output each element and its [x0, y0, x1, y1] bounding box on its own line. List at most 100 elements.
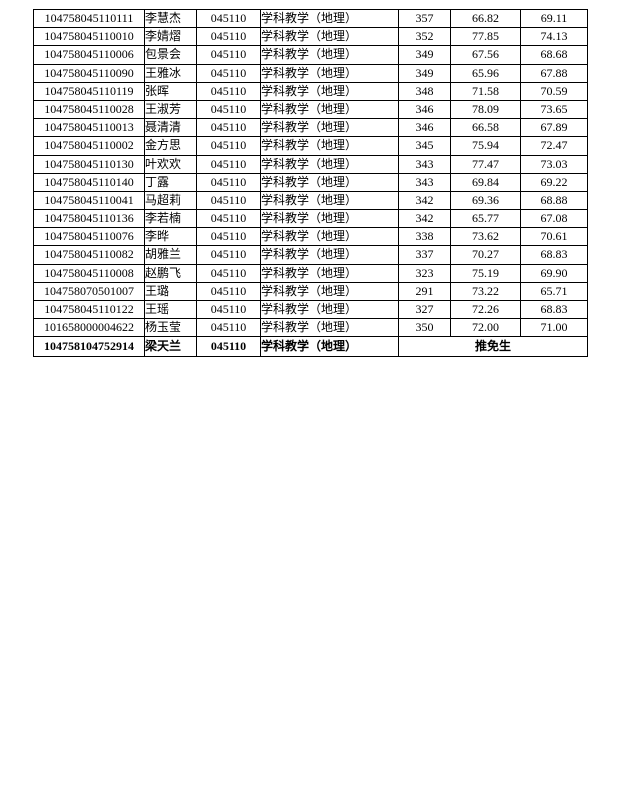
major-code: 045110: [196, 209, 261, 229]
candidate-name: 丁露: [144, 172, 197, 192]
score-2: 75.19: [450, 263, 521, 283]
candidate-id: 104758070501007: [33, 281, 145, 302]
score-2: 69.36: [450, 190, 521, 211]
major-code: 045110: [196, 118, 261, 138]
table-row: 104758045110008 赵鹏飞 045110 学科教学（地理） 323 75.19…: [33, 263, 588, 283]
score-3: 67.89: [520, 118, 588, 138]
candidate-id: 104758045110028: [33, 99, 145, 120]
major-name: 学科教学（地理）: [260, 245, 399, 265]
candidate-name: 王淑芳: [144, 99, 197, 120]
major-name: 学科教学（地理）: [260, 81, 399, 101]
major-name: 学科教学（地理）: [260, 281, 399, 302]
major-name: 学科教学（地理）: [260, 154, 399, 174]
major-name: 学科教学（地理）: [260, 118, 399, 138]
major-code: 045110: [196, 172, 261, 192]
score-3: 68.83: [520, 245, 588, 265]
score-3: 68.88: [520, 190, 588, 211]
score-2: 65.96: [450, 63, 521, 83]
major-code: 045110: [196, 245, 261, 265]
major-name: 学科教学（地理）: [260, 190, 399, 211]
major-name: 学科教学（地理）: [260, 209, 399, 229]
major-code: 045110: [196, 281, 261, 302]
table-row: 104758045110122 王瑶 045110 学科教学（地理） 327 72.26 6…: [33, 299, 588, 320]
candidate-id: 104758045110119: [33, 81, 145, 101]
score-2: 77.47: [450, 154, 521, 174]
table-row: 104758045110076 李晔 045110 学科教学（地理） 338 73.62 7…: [33, 227, 588, 247]
candidate-name: 马超莉: [144, 190, 197, 211]
table-row: 104758045110140 丁露 045110 学科教学（地理） 343 69.84 6…: [33, 172, 588, 192]
score-3: 69.90: [520, 263, 588, 283]
score-2: 72.00: [450, 318, 521, 338]
major-code: 045110: [196, 299, 261, 320]
major-name: 学科教学（地理）: [260, 172, 399, 192]
candidate-id: 104758045110122: [33, 299, 145, 320]
candidate-id: 104758045110140: [33, 172, 145, 192]
score-2: 67.56: [450, 45, 521, 65]
table-row: 104758045110006 包景会 045110 学科教学（地理） 349 67.56…: [33, 45, 588, 65]
score-1: 343: [398, 154, 451, 174]
candidate-name: 杨玉莹: [144, 318, 197, 338]
candidate-name: 金方思: [144, 136, 197, 156]
major-name: 学科教学（地理）: [260, 318, 399, 338]
major-name: 学科教学（地理）: [260, 45, 399, 65]
candidate-name: 李晔: [144, 227, 197, 247]
candidate-id: 104758045110002: [33, 136, 145, 156]
table-row: 104758045110002 金方思 045110 学科教学（地理） 345 75.94…: [33, 136, 588, 156]
major-code: 045110: [196, 263, 261, 283]
major-code: 045110: [196, 45, 261, 65]
table-row: 104758045110082 胡雅兰 045110 学科教学（地理） 337 70.27…: [33, 245, 588, 265]
score-2: 69.84: [450, 172, 521, 192]
table-row: 104758045110111 李慧杰 045110 学科教学（地理） 357 66.82…: [33, 8, 588, 29]
score-3: 74.13: [520, 27, 588, 47]
score-2: 77.85: [450, 27, 521, 47]
table-row: 104758045110136 李若楠 045110 学科教学（地理） 342 65.77…: [33, 209, 588, 229]
candidate-name: 王雅冰: [144, 63, 197, 83]
major-code: 045110: [196, 190, 261, 211]
results-table: 104758045110111 李慧杰 045110 学科教学（地理） 357 66.82…: [33, 8, 588, 357]
score-3: 70.59: [520, 81, 588, 101]
candidate-name: 胡雅兰: [144, 245, 197, 265]
table-row: 104758045110010 李婧熠 045110 学科教学（地理） 352 77.85…: [33, 27, 588, 47]
candidate-name: 李若楠: [144, 209, 197, 229]
candidate-id: 104758104752914: [33, 336, 145, 357]
major-name: 学科教学（地理）: [260, 299, 399, 320]
score-1: 349: [398, 45, 451, 65]
score-1: 327: [398, 299, 451, 320]
candidate-name: 李慧杰: [144, 8, 197, 29]
candidate-id: 101658000004622: [33, 318, 145, 338]
major-code: 045110: [196, 227, 261, 247]
score-3: 72.47: [520, 136, 588, 156]
table-row: 104758045110090 王雅冰 045110 学科教学（地理） 349 65.96…: [33, 63, 588, 83]
exempt-admission-label: 推免生: [398, 336, 588, 357]
major-code: 045110: [196, 63, 261, 83]
score-2: 70.27: [450, 245, 521, 265]
table-row: 101658000004622 杨玉莹 045110 学科教学（地理） 350 72.00…: [33, 318, 588, 338]
candidate-id: 104758045110010: [33, 27, 145, 47]
major-code: 045110: [196, 27, 261, 47]
score-3: 69.22: [520, 172, 588, 192]
score-1: 357: [398, 8, 451, 29]
table-row: 104758045110013 聂清清 045110 学科教学（地理） 346 66.58…: [33, 118, 588, 138]
score-2: 66.82: [450, 8, 521, 29]
table-row: 104758045110130 叶欢欢 045110 学科教学（地理） 343 77.47…: [33, 154, 588, 174]
candidate-id: 104758045110111: [33, 8, 145, 29]
major-name: 学科教学（地理）: [260, 99, 399, 120]
score-1: 348: [398, 81, 451, 101]
score-2: 75.94: [450, 136, 521, 156]
score-1: 342: [398, 209, 451, 229]
score-2: 73.22: [450, 281, 521, 302]
table-row: 104758045110041 马超莉 045110 学科教学（地理） 342 69.36…: [33, 190, 588, 211]
score-3: 68.83: [520, 299, 588, 320]
score-3: 69.11: [520, 8, 588, 29]
score-1: 343: [398, 172, 451, 192]
major-name: 学科教学（地理）: [260, 227, 399, 247]
score-3: 68.68: [520, 45, 588, 65]
score-3: 71.00: [520, 318, 588, 338]
table-row: 104758045110119 张晖 045110 学科教学（地理） 348 71.58 7…: [33, 81, 588, 101]
table-row-exempt-candidate: 104758104752914 梁天兰 045110 学科教学（地理） 推免生: [33, 336, 588, 357]
score-3: 67.88: [520, 63, 588, 83]
candidate-name: 聂清清: [144, 118, 197, 138]
major-name: 学科教学（地理）: [260, 263, 399, 283]
major-name: 学科教学（地理）: [260, 8, 399, 29]
candidate-id: 104758045110013: [33, 118, 145, 138]
